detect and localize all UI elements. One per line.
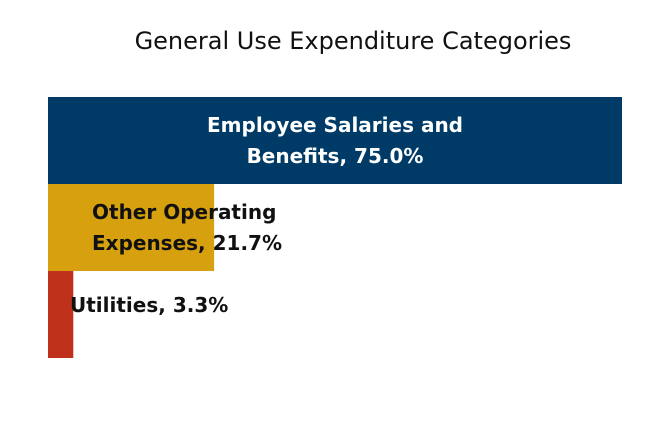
data-label-employee-salaries-and-benefits: Employee Salaries and Benefits, 75.0% [207,113,463,168]
data-label-other-operating-expenses: Other Operating Expenses, 21.7% [92,200,282,255]
data-label-utilities: Utilities, 3.3% [70,293,228,317]
bar-employee-salaries-and-benefits [48,97,622,184]
chart-title: General Use Expenditure Categories [134,27,572,55]
bar-utilities [48,271,74,358]
bar-other-operating-expenses [48,184,215,271]
